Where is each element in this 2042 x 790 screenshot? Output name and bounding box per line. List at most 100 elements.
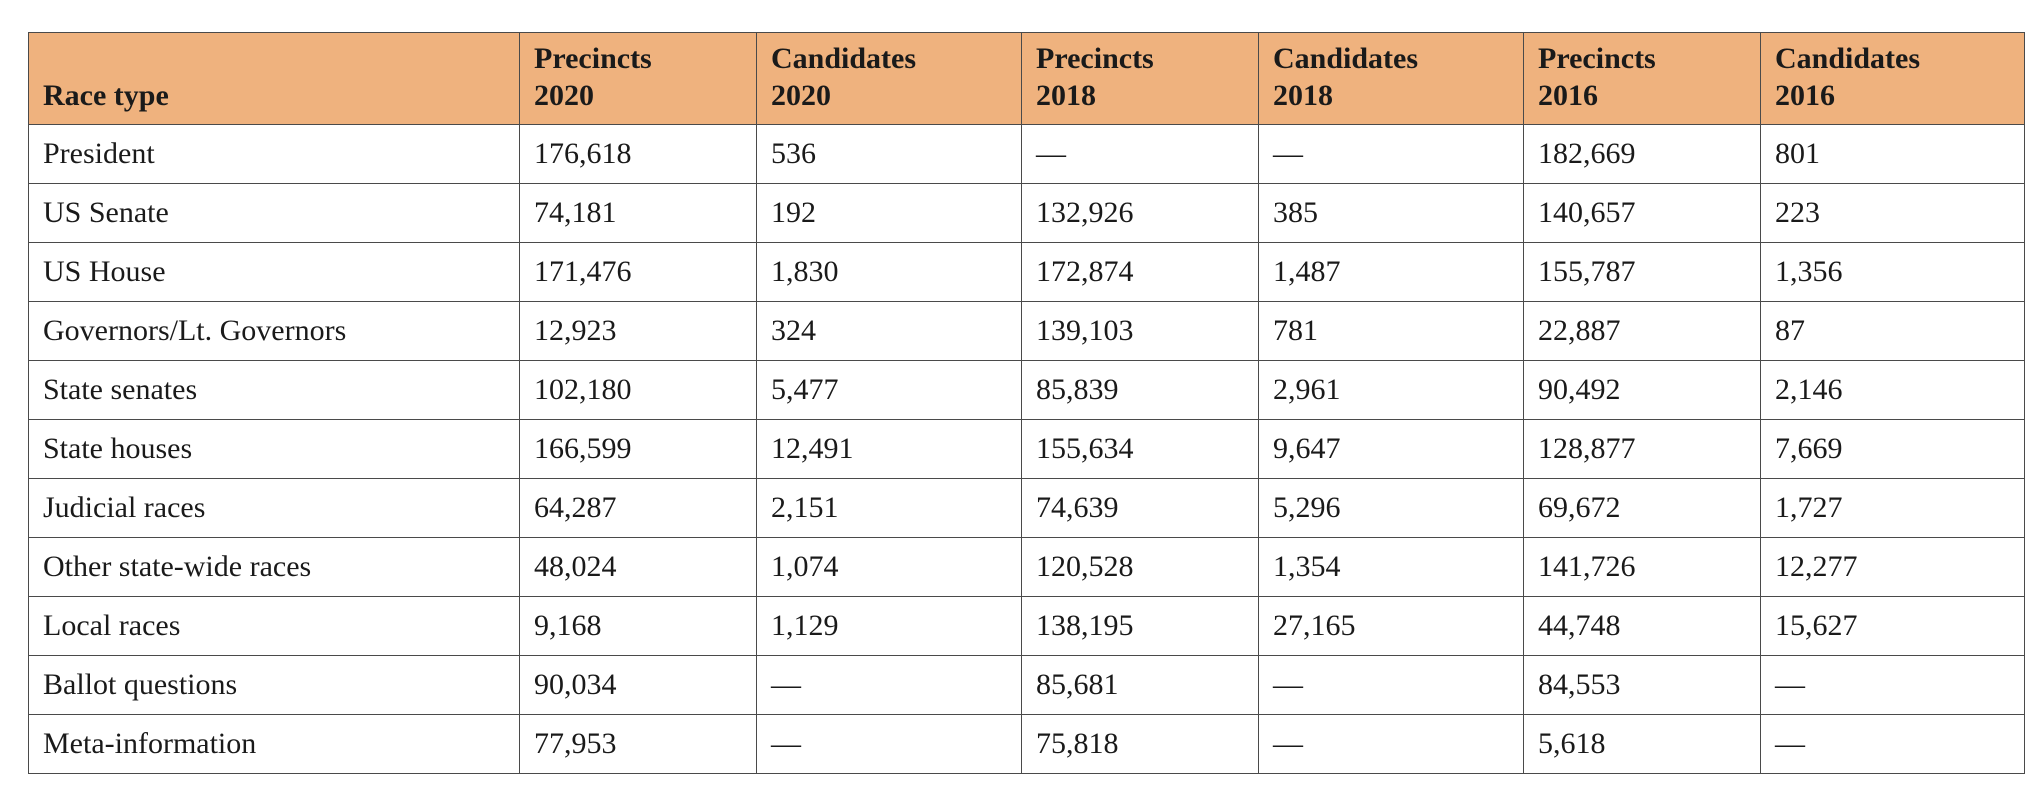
cell-candidates-2020: 1,074 [756, 537, 1022, 597]
cell-precincts-2016: 140,657 [1523, 183, 1761, 243]
cell-precincts-2018: 85,839 [1021, 360, 1259, 420]
cell-precincts-2018: — [1021, 124, 1259, 184]
table-body: President 176,618 536 — — 182,669 801 US… [28, 124, 2025, 774]
header-candidates-2016: Candidates 2016 [1760, 32, 2025, 125]
cell-candidates-2018: 9,647 [1258, 419, 1524, 479]
cell-candidates-2020: 192 [756, 183, 1022, 243]
cell-precincts-2018: 74,639 [1021, 478, 1259, 538]
cell-candidates-2018: — [1258, 655, 1524, 715]
header-race-type-label: Race type [43, 79, 169, 112]
cell-candidates-2020: 324 [756, 301, 1022, 361]
header-precincts-2020: Precincts 2020 [519, 32, 757, 125]
table-row: Judicial races 64,287 2,151 74,639 5,296… [28, 478, 2025, 538]
header-line2: 2020 [534, 79, 594, 112]
header-race-type: Race type [28, 32, 520, 125]
cell-precincts-2016: 128,877 [1523, 419, 1761, 479]
cell-race-type: US Senate [28, 183, 520, 243]
cell-precincts-2020: 12,923 [519, 301, 757, 361]
header-row: Race type Precincts 2020 Candidates 2020… [28, 32, 2025, 125]
cell-candidates-2018: 385 [1258, 183, 1524, 243]
table-header: Race type Precincts 2020 Candidates 2020… [28, 32, 2025, 125]
cell-candidates-2018: 1,487 [1258, 242, 1524, 302]
table-row: US Senate 74,181 192 132,926 385 140,657… [28, 183, 2025, 243]
header-precincts-2016: Precincts 2016 [1523, 32, 1761, 125]
cell-precincts-2020: 171,476 [519, 242, 757, 302]
cell-candidates-2018: 2,961 [1258, 360, 1524, 420]
cell-race-type: US House [28, 242, 520, 302]
table-row: US House 171,476 1,830 172,874 1,487 155… [28, 242, 2025, 302]
cell-candidates-2020: 5,477 [756, 360, 1022, 420]
cell-race-type: Meta-information [28, 714, 520, 774]
table-row: Meta-information 77,953 — 75,818 — 5,618… [28, 714, 2025, 774]
cell-precincts-2018: 155,634 [1021, 419, 1259, 479]
cell-candidates-2016: 7,669 [1760, 419, 2025, 479]
cell-candidates-2020: 1,129 [756, 596, 1022, 656]
header-line1: Candidates [1273, 42, 1419, 75]
cell-candidates-2016: — [1760, 655, 2025, 715]
cell-precincts-2020: 74,181 [519, 183, 757, 243]
table-row: President 176,618 536 — — 182,669 801 [28, 124, 2025, 184]
cell-candidates-2020: 536 [756, 124, 1022, 184]
cell-precincts-2016: 182,669 [1523, 124, 1761, 184]
cell-candidates-2016: 15,627 [1760, 596, 2025, 656]
cell-precincts-2018: 120,528 [1021, 537, 1259, 597]
cell-race-type: Governors/Lt. Governors [28, 301, 520, 361]
table-row: Other state-wide races 48,024 1,074 120,… [28, 537, 2025, 597]
cell-candidates-2018: 781 [1258, 301, 1524, 361]
cell-race-type: Ballot questions [28, 655, 520, 715]
cell-candidates-2018: 1,354 [1258, 537, 1524, 597]
header-line1: Candidates [771, 42, 917, 75]
cell-candidates-2018: 27,165 [1258, 596, 1524, 656]
cell-candidates-2020: 1,830 [756, 242, 1022, 302]
cell-precincts-2016: 155,787 [1523, 242, 1761, 302]
header-line1: Precincts [1036, 42, 1154, 75]
cell-candidates-2016: 2,146 [1760, 360, 2025, 420]
cell-precincts-2016: 22,887 [1523, 301, 1761, 361]
cell-precincts-2020: 176,618 [519, 124, 757, 184]
race-table-container: Race type Precincts 2020 Candidates 2020… [28, 32, 2025, 774]
cell-candidates-2020: 12,491 [756, 419, 1022, 479]
cell-candidates-2016: 223 [1760, 183, 2025, 243]
cell-precincts-2016: 84,553 [1523, 655, 1761, 715]
cell-precincts-2018: 139,103 [1021, 301, 1259, 361]
cell-candidates-2018: — [1258, 714, 1524, 774]
cell-precincts-2020: 9,168 [519, 596, 757, 656]
cell-precincts-2020: 166,599 [519, 419, 757, 479]
cell-precincts-2018: 132,926 [1021, 183, 1259, 243]
header-line2: 2016 [1538, 79, 1598, 112]
header-line2: 2018 [1273, 79, 1333, 112]
header-candidates-2020: Candidates 2020 [756, 32, 1022, 125]
cell-candidates-2020: — [756, 714, 1022, 774]
cell-candidates-2020: — [756, 655, 1022, 715]
cell-precincts-2016: 69,672 [1523, 478, 1761, 538]
cell-precincts-2020: 102,180 [519, 360, 757, 420]
cell-candidates-2018: — [1258, 124, 1524, 184]
cell-candidates-2016: 12,277 [1760, 537, 2025, 597]
header-line1: Precincts [1538, 42, 1656, 75]
header-line1: Candidates [1775, 42, 1921, 75]
cell-candidates-2020: 2,151 [756, 478, 1022, 538]
table-row: State houses 166,599 12,491 155,634 9,64… [28, 419, 2025, 479]
header-line2: 2020 [771, 79, 831, 112]
cell-precincts-2020: 90,034 [519, 655, 757, 715]
header-line1: Precincts [534, 42, 652, 75]
header-candidates-2018: Candidates 2018 [1258, 32, 1524, 125]
cell-race-type: Local races [28, 596, 520, 656]
cell-candidates-2016: — [1760, 714, 2025, 774]
cell-precincts-2020: 48,024 [519, 537, 757, 597]
header-precincts-2018: Precincts 2018 [1021, 32, 1259, 125]
header-line2: 2016 [1775, 79, 1835, 112]
cell-race-type: State houses [28, 419, 520, 479]
table-row: State senates 102,180 5,477 85,839 2,961… [28, 360, 2025, 420]
table-row: Governors/Lt. Governors 12,923 324 139,1… [28, 301, 2025, 361]
cell-precincts-2016: 141,726 [1523, 537, 1761, 597]
table-row: Local races 9,168 1,129 138,195 27,165 4… [28, 596, 2025, 656]
cell-candidates-2018: 5,296 [1258, 478, 1524, 538]
cell-precincts-2016: 5,618 [1523, 714, 1761, 774]
cell-candidates-2016: 801 [1760, 124, 2025, 184]
cell-candidates-2016: 1,356 [1760, 242, 2025, 302]
header-line2: 2018 [1036, 79, 1096, 112]
cell-race-type: Other state-wide races [28, 537, 520, 597]
cell-precincts-2018: 85,681 [1021, 655, 1259, 715]
cell-precincts-2018: 138,195 [1021, 596, 1259, 656]
